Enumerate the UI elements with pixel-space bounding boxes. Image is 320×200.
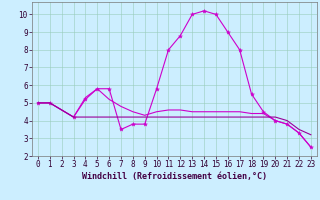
X-axis label: Windchill (Refroidissement éolien,°C): Windchill (Refroidissement éolien,°C) — [82, 172, 267, 181]
